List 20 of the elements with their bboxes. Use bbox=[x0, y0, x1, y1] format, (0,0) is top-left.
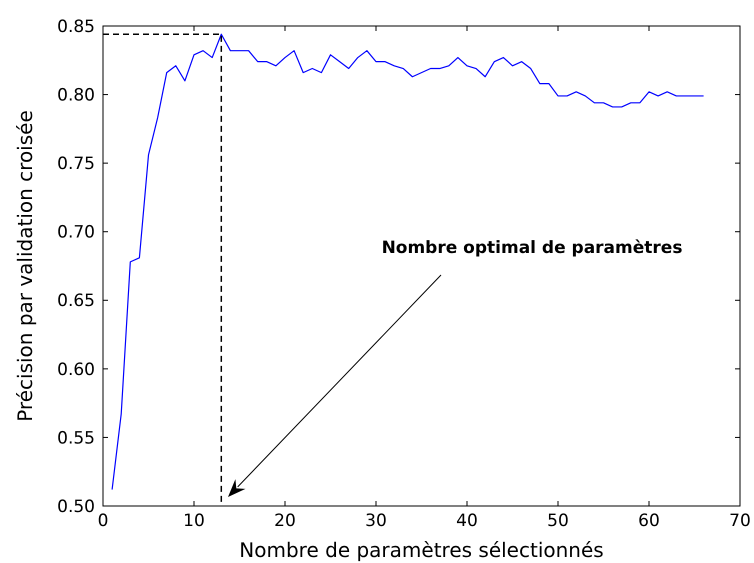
y-tick-label: 0.75 bbox=[57, 154, 95, 174]
x-tick-label: 30 bbox=[365, 511, 387, 531]
x-tick-label: 0 bbox=[98, 511, 108, 531]
x-tick-label: 20 bbox=[274, 511, 296, 531]
y-tick-label: 0.70 bbox=[57, 222, 95, 243]
y-tick-label: 0.55 bbox=[57, 428, 95, 448]
x-tick-label: 70 bbox=[729, 511, 751, 531]
x-tick-label: 10 bbox=[183, 511, 205, 531]
annotation: Nombre optimal de paramètres bbox=[382, 238, 682, 258]
x-axis-title: Nombre de paramètres sélectionnés bbox=[239, 538, 604, 562]
x-tick-label: 60 bbox=[638, 511, 660, 531]
y-axis-title: Précision par validation croisée bbox=[13, 110, 37, 422]
y-tick-label: 0.85 bbox=[57, 16, 95, 37]
x-tick-label: 40 bbox=[456, 511, 478, 531]
y-tick-label: 0.60 bbox=[57, 360, 95, 380]
line-series bbox=[112, 34, 704, 490]
y-tick-label: 0.65 bbox=[57, 291, 95, 312]
x-tick-label: 50 bbox=[547, 511, 569, 531]
y-tick-label: 0.50 bbox=[57, 496, 95, 517]
y-tick-label: 0.80 bbox=[57, 86, 95, 106]
